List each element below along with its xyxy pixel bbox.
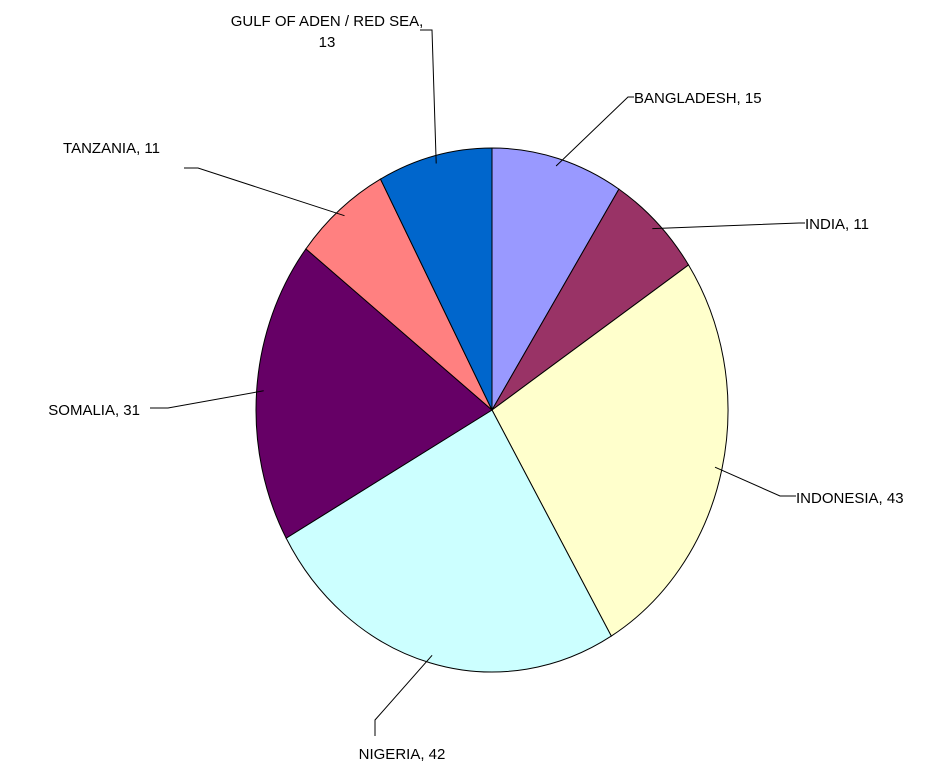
pie-slice-somalia (255, 248, 493, 539)
slice-label-india: INDIA, 11 (805, 216, 869, 233)
pie-slice-tanzania (305, 178, 493, 411)
slice-label-somalia: SOMALIA, 31 (48, 402, 140, 419)
pie-slice-nigeria (285, 409, 612, 673)
pie-slice-gulf-of-aden-red-sea (379, 147, 493, 411)
slice-label-bangladesh: BANGLADESH, 15 (634, 90, 762, 107)
slice-label-gulf-of-aden-red-sea: GULF OF ADEN / RED SEA, 13 (231, 13, 424, 51)
pie-slice-indonesia (491, 264, 729, 637)
leader-line-somalia (150, 390, 264, 409)
pie-slice-india (491, 188, 690, 411)
leader-lines-layer (150, 29, 805, 736)
leader-line-tanzania (184, 167, 345, 217)
leader-line-indonesia (714, 466, 796, 497)
leader-line-india (652, 222, 805, 230)
leader-line-nigeria (374, 654, 433, 736)
slice-label-nigeria: NIGERIA, 42 (359, 746, 446, 763)
labels-layer: BANGLADESH, 15 INDIA, 11 INDONESIA, 43 NIGE… (48, 13, 903, 763)
leader-line-bangladesh (555, 96, 634, 167)
slice-label-tanzania: TANZANIA, 11 (63, 140, 160, 157)
slice-label-indonesia: INDONESIA, 43 (796, 490, 904, 507)
slices-layer (255, 147, 729, 673)
pie-slice-bangladesh (491, 147, 620, 412)
leader-line-gulf-of-aden-red-sea (420, 29, 437, 164)
